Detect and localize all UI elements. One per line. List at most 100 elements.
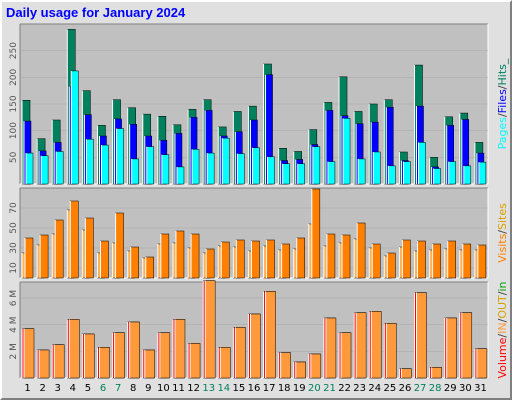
pages-bar [206, 152, 215, 185]
pages-bar [478, 161, 487, 185]
pages-bar [101, 144, 109, 185]
day-label: 26 [399, 383, 412, 394]
volume-out-bar [204, 280, 216, 379]
day-label: 21 [323, 383, 336, 394]
pages-bar [357, 158, 366, 185]
pages-bar [433, 168, 441, 185]
visits-bar [402, 239, 411, 279]
hits-panel-legend: Pages/Files/Hits_ [496, 58, 509, 149]
y-tick-label: 250 [9, 42, 19, 59]
volume-out-bar [144, 349, 156, 379]
day-label: 16 [248, 383, 261, 394]
pages-bar [131, 158, 139, 185]
visits-bar [432, 243, 441, 279]
visits-bar [341, 234, 351, 279]
pages-bar [297, 163, 305, 185]
y-tick-label: 6 M [9, 290, 19, 306]
y-tick-label: 50 [9, 222, 19, 234]
day-label: 3 [55, 383, 61, 394]
visits-bar [356, 222, 366, 279]
visits-bar [221, 241, 230, 279]
visits-bar [311, 188, 321, 279]
pages-bar [463, 165, 472, 185]
day-label: 10 [157, 383, 170, 394]
day-label: 22 [338, 383, 351, 394]
visits-bar [251, 240, 260, 279]
visits-bar [462, 243, 472, 279]
visits-panel-legend-part: / [496, 230, 509, 234]
day-label: 27 [414, 383, 427, 394]
day-label: 11 [172, 383, 185, 394]
visits-bar [115, 212, 124, 279]
chart-title: Daily usage for January 2024 [6, 5, 186, 20]
day-label: 1 [24, 383, 30, 394]
day-label: 18 [278, 383, 291, 394]
volume-out-bar [129, 321, 140, 379]
pages-bar [191, 149, 200, 185]
pages-bar [448, 161, 456, 185]
day-label: 5 [85, 383, 91, 394]
pages-bar [312, 146, 321, 185]
volume-out-bar [265, 291, 276, 379]
pages-bar [388, 165, 396, 185]
volume-out-bar [461, 312, 473, 379]
visits-bar [447, 240, 456, 279]
visits-bar [371, 243, 381, 279]
y-tick-label: 30 [9, 242, 19, 254]
visits-bar [70, 200, 79, 279]
y-tick-label: 150 [9, 95, 19, 112]
volume-out-bar [69, 319, 80, 379]
y-tick-label: 50 [9, 151, 19, 163]
volume-out-bar [446, 317, 457, 379]
volume-out-bar [310, 353, 322, 379]
day-label: 15 [233, 383, 246, 394]
visits-bar [266, 239, 275, 279]
pages-bar [403, 161, 411, 185]
pages-bar [86, 138, 94, 185]
volume-out-bar [295, 361, 306, 379]
volume-panel-legend-part: Volume [496, 337, 509, 378]
day-label: 8 [130, 383, 136, 394]
y-tick-label: 200 [9, 68, 19, 85]
volume-out-bar [401, 368, 412, 379]
pages-bar [222, 137, 230, 185]
volume-panel-legend-part: / [496, 318, 509, 322]
hits-panel-legend-part: _ [496, 58, 509, 65]
day-label: 13 [202, 383, 215, 394]
day-label: 23 [353, 383, 366, 394]
visits-panel-legend-part: Sites [496, 203, 509, 230]
volume-out-bar [189, 343, 201, 379]
pages-bar [252, 147, 260, 185]
day-label: 9 [145, 383, 151, 394]
volume-out-bar [159, 332, 171, 379]
pages-bar [267, 156, 275, 185]
hits-panel-legend-part: / [496, 113, 509, 117]
volume-panel-legend-part: OUT [496, 295, 509, 319]
pages-bar [418, 142, 426, 185]
volume-out-bar [280, 352, 291, 379]
volume-out-bar [53, 344, 65, 379]
visits-panel-legend-part: Visits [496, 233, 509, 262]
visits-bar [477, 244, 487, 279]
day-label: 19 [293, 383, 306, 394]
volume-out-bar [114, 332, 125, 379]
pages-bar [176, 166, 185, 185]
volume-out-bar [38, 349, 50, 379]
visits-panel-legend: Visits/Sites [496, 203, 509, 263]
volume-panel-legend: Volume/IN/OUT/in [496, 281, 509, 378]
day-label: 6 [100, 383, 106, 394]
volume-out-bar [23, 328, 35, 379]
pages-bar [40, 155, 49, 185]
day-label: 24 [368, 383, 381, 394]
day-label: 2 [39, 383, 45, 394]
day-label: 25 [384, 383, 397, 394]
hits-panel-legend-part: Pages [496, 117, 509, 150]
visits-bar [387, 252, 396, 279]
pages-bar [116, 128, 124, 185]
visits-bar [85, 217, 94, 279]
volume-out-bar [250, 313, 261, 379]
y-tick-label: 100 [9, 122, 19, 139]
hits-panel-legend-part: / [496, 85, 509, 89]
volume-out-bar [174, 319, 186, 379]
visits-bar [417, 240, 426, 279]
